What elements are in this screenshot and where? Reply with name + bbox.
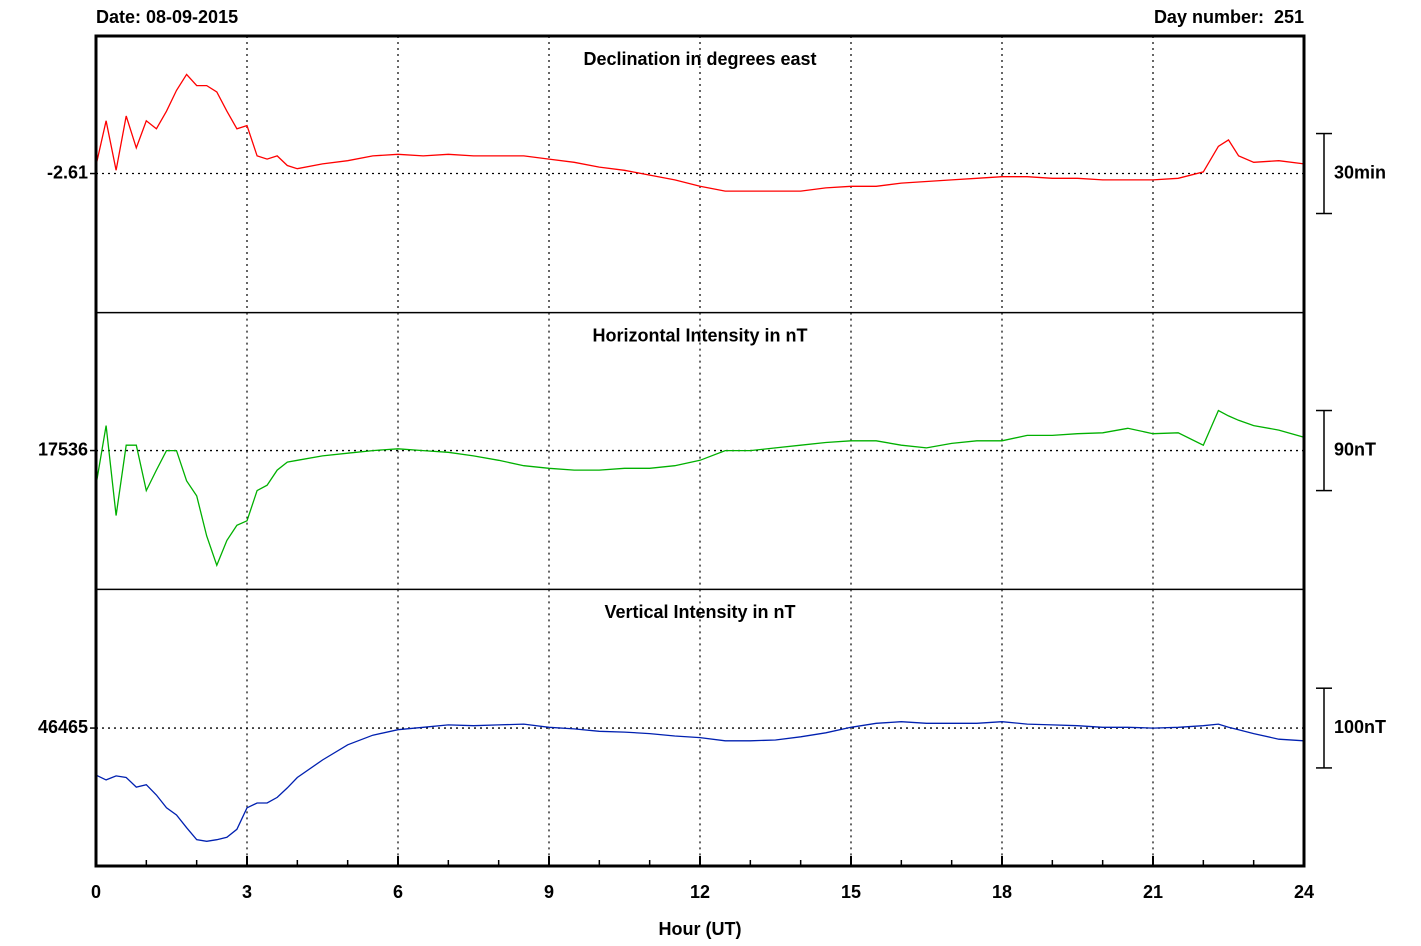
x-tick-label: 6 xyxy=(393,882,403,902)
data-line xyxy=(95,721,1305,842)
scale-label: 30min xyxy=(1334,162,1386,182)
x-tick-label: 0 xyxy=(91,882,101,902)
x-tick-label: 9 xyxy=(544,882,554,902)
x-tick-label: 18 xyxy=(992,882,1012,902)
x-tick-label: 12 xyxy=(690,882,710,902)
panel-title: Declination in degrees east xyxy=(583,49,816,69)
y-tick-label: 17536 xyxy=(38,439,88,459)
x-tick-label: 3 xyxy=(242,882,252,902)
data-line xyxy=(95,73,1305,192)
data-line xyxy=(95,409,1305,568)
scale-label: 100nT xyxy=(1334,717,1386,737)
day-number: Day number: 251 xyxy=(1154,7,1304,27)
y-tick-label: 46465 xyxy=(38,717,88,737)
panel-title: Horizontal Intensity in nT xyxy=(593,325,808,345)
y-tick-label: -2.61 xyxy=(47,162,88,182)
plot-frame xyxy=(94,34,1306,868)
scale-label: 90nT xyxy=(1334,439,1376,459)
x-tick-label: 21 xyxy=(1143,882,1163,902)
panel-title: Vertical Intensity in nT xyxy=(604,602,795,622)
x-tick-label: 15 xyxy=(841,882,861,902)
date: Date: 08-09-2015 xyxy=(96,7,238,27)
x-tick-label: 24 xyxy=(1294,882,1314,902)
x-axis-label: Hour (UT) xyxy=(659,919,742,939)
